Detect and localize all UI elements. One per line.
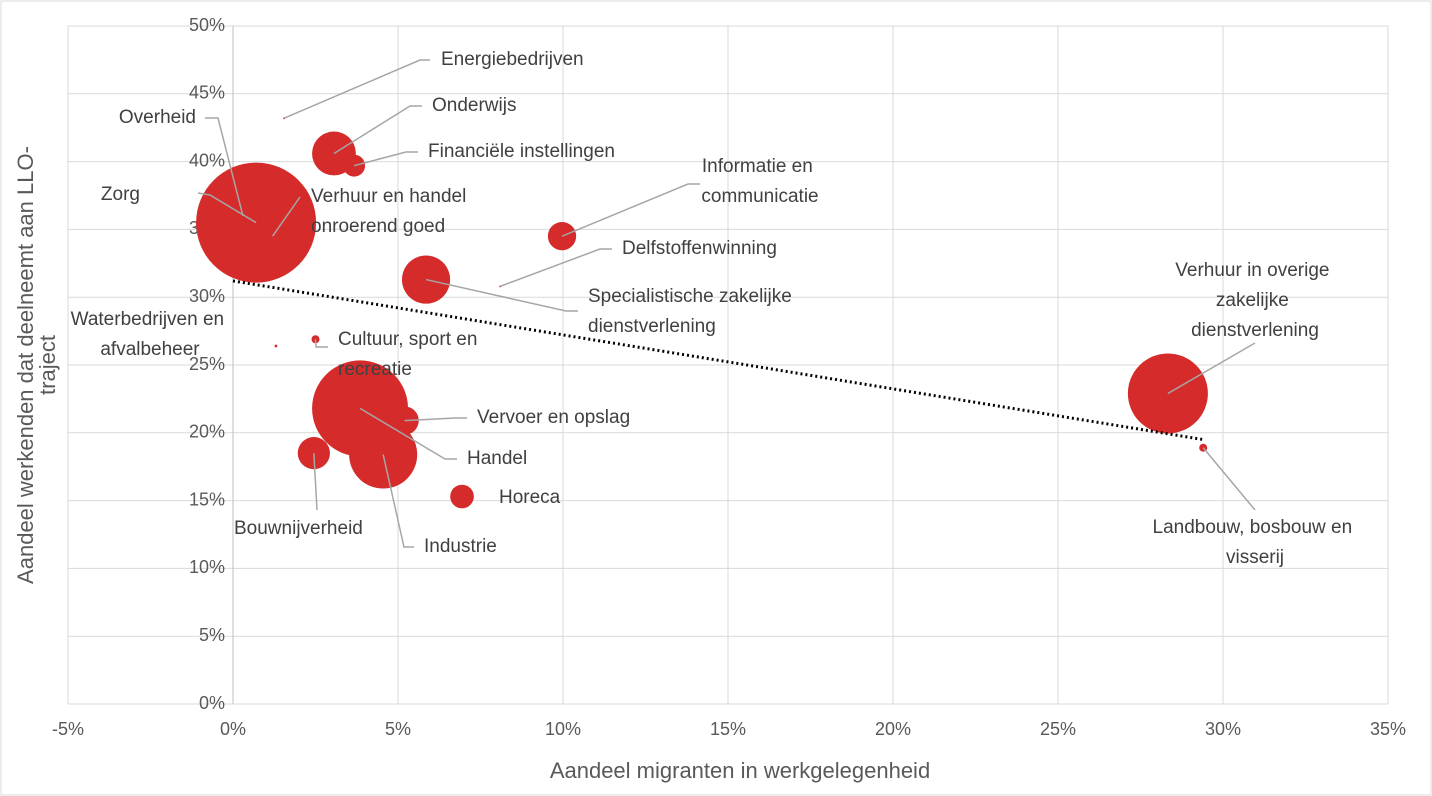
y-tick-label: 25% [189,354,225,374]
x-tick-label: 30% [1205,719,1241,739]
data-label: Bouwnijverheid [234,518,363,539]
leader-line [333,105,422,155]
data-label: Informatie en communicatie [701,156,818,207]
leader-line [314,339,328,348]
data-label: Energiebedrijven [441,49,584,70]
data-label: Financiële instellingen [428,141,615,162]
data-label: Cultuur, sport en recreatie [338,329,483,380]
bubble [274,344,278,348]
leader-line [382,454,414,548]
y-tick-label: 15% [189,489,225,509]
leader-line [197,192,257,224]
y-tick-label: 10% [189,557,225,577]
x-tick-label: 0% [220,719,246,739]
leader-line [359,407,457,460]
leader-line [404,417,467,422]
x-tick-label: 25% [1040,719,1076,739]
data-label: Horeca [499,487,561,508]
y-tick-label: 45% [189,83,225,103]
y-tick-label: 30% [189,286,225,306]
grid [67,25,1389,705]
x-tick-label: 5% [385,719,411,739]
leader-line [313,453,318,511]
data-label: Zorg [101,184,140,205]
y-tick-label: 5% [199,625,225,645]
x-tick-label: 35% [1370,719,1406,739]
x-axis-title: Aandeel migranten in werkgelegenheid [550,758,930,783]
x-tick-label: 15% [710,719,746,739]
leader-line [205,117,244,217]
data-label: Delfstoffenwinning [622,238,777,259]
data-label: Vervoer en opslag [477,407,630,428]
data-label: Landbouw, bosbouw en visserij [1153,517,1358,568]
y-tick-label: 40% [189,150,225,170]
data-label: Waterbedrijven en afvalbeheer [71,309,230,360]
leader-line [1167,342,1256,395]
data-label: Verhuur in overige zakelijke dienstverle… [1175,260,1335,341]
data-label: Industrie [424,536,497,557]
bubble [450,484,474,509]
leader-line [500,248,612,288]
x-tick-label: 10% [545,719,581,739]
leader-line [353,151,418,167]
y-tick-label: 50% [189,15,225,35]
data-label: Overheid [119,107,196,128]
leader-line [561,183,700,237]
y-axis-title: Aandeel werkenden dat deelneemt aan LLO-… [13,146,60,584]
data-label: Specialistische zakelijke dienstverlenin… [588,286,797,337]
x-tick-label: -5% [52,719,84,739]
leader-line [283,59,430,119]
leader-line [1202,447,1256,511]
data-label: Onderwijs [432,95,516,116]
leader-line [271,196,301,237]
y-tick-label: 0% [199,693,225,713]
data-label: Verhuur en handel onroerend goed [311,186,472,237]
y-tick-label: 20% [189,422,225,442]
leader-line [425,278,578,312]
x-tick-label: 20% [875,719,911,739]
data-label: Handel [467,448,527,469]
trendline [232,279,1204,442]
